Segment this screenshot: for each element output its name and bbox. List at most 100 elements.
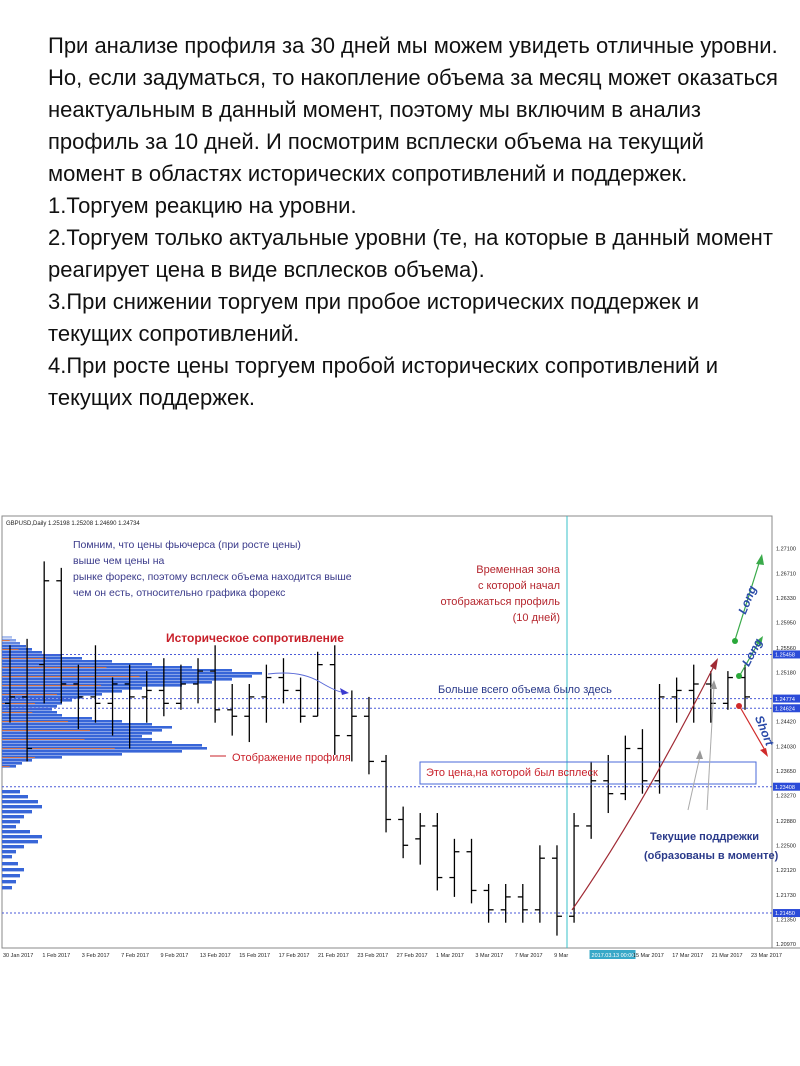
time-tick-label: 21 Feb 2017	[318, 953, 349, 959]
time-tick-label: 1 Mar 2017	[436, 953, 464, 959]
profile-bar-lower	[2, 880, 16, 884]
profile-accent	[2, 739, 85, 740]
price-badge-label: 1.24774	[775, 697, 795, 703]
long-dot-1	[732, 638, 738, 644]
profile-bar-lower	[2, 845, 24, 849]
time-tick-label: 3 Feb 2017	[82, 953, 110, 959]
time-tick-label: 17 Feb 2017	[279, 953, 310, 959]
intro-paragraph: При анализе профиля за 30 дней мы можем …	[48, 33, 778, 186]
trend-arrowhead	[710, 658, 718, 670]
profile-bar	[2, 732, 152, 735]
gbpusd-chart: 1.27100 1.26710 1.26330 1.25950 1.25560 1.251…	[0, 512, 800, 968]
price-tick-label: 1.20970	[776, 942, 796, 948]
profile-bar	[2, 651, 42, 654]
profile-bar	[2, 681, 212, 684]
price-badge-label: 1.23408	[775, 785, 795, 791]
time-tick-label: 15 Feb 2017	[239, 953, 270, 959]
short-dot	[736, 703, 742, 709]
support-arrowhead-2	[710, 680, 717, 689]
price-tick-label: 1.22880	[776, 819, 796, 825]
profile-accent	[2, 766, 10, 767]
price-tick-label: 1.27100	[776, 547, 796, 553]
profile-bar-lower	[2, 835, 42, 839]
price-tick-label: 1.25180	[776, 670, 796, 676]
chart-container: 1.27100 1.26710 1.26330 1.25950 1.25560 1.251…	[0, 512, 800, 968]
trend-curve	[571, 661, 717, 911]
profile-accent	[2, 721, 68, 722]
profile-bar	[2, 762, 22, 765]
profile-accent	[2, 703, 35, 704]
time-tick-label: 3 Mar 2017	[475, 953, 503, 959]
time-cursor-badge	[589, 950, 636, 959]
time-zone-line-3: отображаться профиль	[441, 596, 561, 608]
time-tick-label: 13 Feb 2017	[200, 953, 231, 959]
short-arrowhead	[760, 748, 768, 757]
profile-accent	[2, 730, 90, 731]
long-dot-2	[736, 673, 742, 679]
profile-bar-lower	[2, 790, 20, 794]
note-futures-line-4: чем он есть, относительно графика форекс	[73, 587, 285, 599]
price-badge	[773, 909, 800, 918]
profile-bar-lower	[2, 815, 24, 819]
time-tick-label: 23 Mar 2017	[751, 953, 782, 959]
price-badge	[773, 704, 800, 713]
profile-accent	[2, 685, 101, 686]
profile-accent	[2, 658, 46, 659]
time-tick-label: 9 Feb 2017	[160, 953, 188, 959]
price-tick-label: 1.23270	[776, 794, 796, 800]
price-tick-label: 1.22500	[776, 843, 796, 849]
note-futures-line-2: выше чем цены на	[73, 555, 165, 567]
profile-bar-lower	[2, 862, 18, 866]
profile-bar	[2, 678, 232, 681]
time-cursor-label: 2017.03.13 00:00	[592, 953, 635, 959]
profile-bar-lower	[2, 805, 42, 809]
price-badge	[773, 782, 800, 791]
profile-bar	[2, 723, 152, 726]
current-supports-line-1: Текущие поддрежки	[650, 831, 759, 843]
time-tick-label: 23 Feb 2017	[357, 953, 388, 959]
profile-bar-lower	[2, 850, 16, 854]
current-supports-line-2: (образованы в моменте)	[644, 850, 779, 862]
profile-bar-lower	[2, 874, 20, 878]
time-zone-line-2: с которой начал	[478, 580, 560, 592]
price-badge-label: 1.21450	[775, 911, 795, 917]
time-tick-label: 7 Mar 2017	[515, 953, 543, 959]
price-tick-label: 1.24030	[776, 745, 796, 751]
profile-bar	[2, 690, 122, 693]
price-badge-label: 1.25458	[775, 653, 795, 659]
price-tick-label: 1.21350	[776, 917, 796, 923]
profile-bar	[2, 645, 26, 648]
profile-bar	[2, 744, 202, 747]
price-tick-label: 1.25950	[776, 621, 796, 627]
profile-bar-lower	[2, 820, 20, 824]
support-arrow-1	[687, 755, 701, 811]
profile-bar	[2, 759, 32, 762]
price-tick-label: 1.22120	[776, 868, 796, 874]
profile-accent	[2, 676, 140, 677]
price-badge-label: 1.24624	[775, 706, 795, 712]
price-tick-label: 1.26710	[776, 572, 796, 578]
profile-bar-lower	[2, 886, 12, 890]
profile-bar	[2, 687, 142, 690]
profile-bar	[2, 672, 262, 675]
time-tick-label: 7 Feb 2017	[121, 953, 149, 959]
rule-item-2: 2.Торгуем только актуальные уровни (те, …	[48, 225, 773, 282]
support-arrowhead-1	[696, 750, 703, 759]
profile-bar	[2, 741, 172, 744]
price-tick-label: 1.21730	[776, 893, 796, 899]
profile-bar-lower	[2, 868, 24, 872]
profile-bar-lower	[2, 830, 30, 834]
rule-item-3: 3.При снижении торгуем при пробое истори…	[48, 289, 700, 346]
slide-text: При анализе профиля за 30 дней мы можем …	[48, 30, 778, 414]
price-tick-label: 1.26330	[776, 596, 796, 602]
price-badge	[773, 650, 800, 659]
short-arrow	[739, 706, 767, 753]
profile-bar	[2, 750, 182, 753]
profile-bar	[2, 753, 122, 756]
spike-price-label: Это цена,на которой был всплеск	[426, 767, 598, 779]
profile-bar-lower	[2, 855, 12, 859]
max-volume-label: Больше всего объема было здесь	[438, 684, 612, 696]
profile-bar	[2, 696, 82, 699]
profile-bar	[2, 726, 172, 729]
profile-bar	[2, 654, 62, 657]
